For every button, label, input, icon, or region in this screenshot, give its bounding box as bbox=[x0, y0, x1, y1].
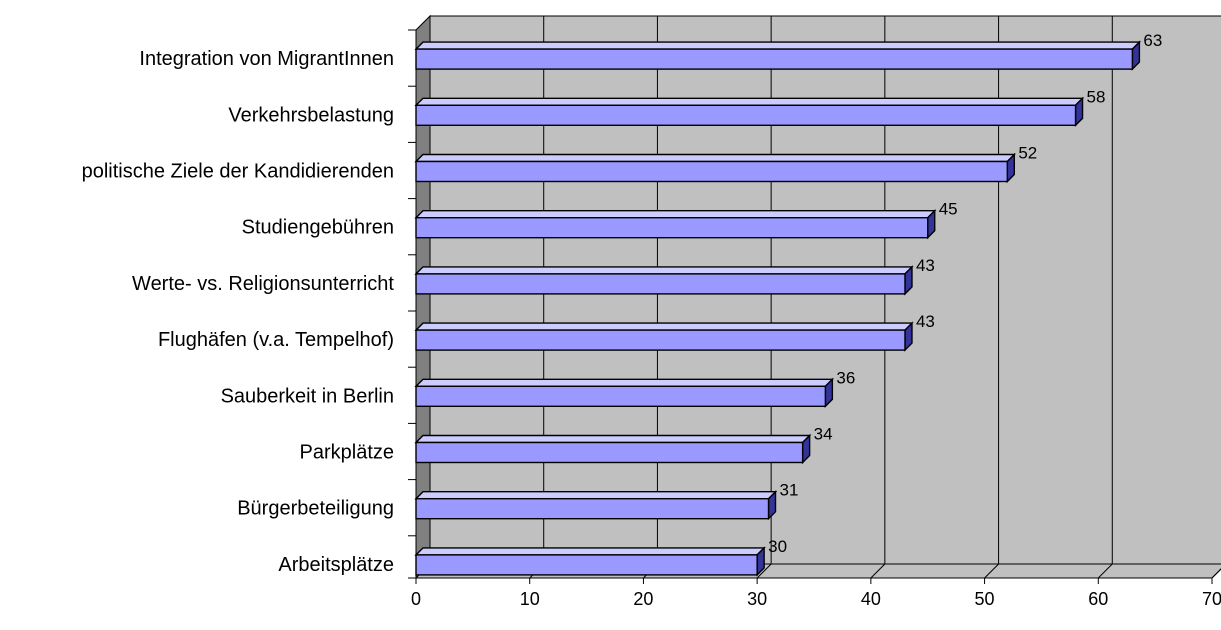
bar-top-face bbox=[414, 547, 766, 556]
category-label: Integration von MigrantInnen bbox=[139, 48, 394, 70]
data-label: 31 bbox=[780, 481, 799, 500]
bar bbox=[414, 152, 1017, 184]
category-label: Werte- vs. Religionsunterricht bbox=[132, 273, 394, 295]
data-label: 43 bbox=[916, 256, 935, 275]
bar-top-face bbox=[414, 378, 835, 387]
x-tick-label: 30 bbox=[747, 589, 767, 609]
floor-gridline bbox=[1097, 563, 1113, 579]
data-label: 63 bbox=[1143, 31, 1162, 50]
floor-gridline bbox=[756, 563, 772, 579]
x-tick-label: 40 bbox=[861, 589, 881, 609]
bar-front-face bbox=[415, 554, 758, 576]
category-label: Verkehrsbelastung bbox=[228, 104, 394, 126]
bar-front-face bbox=[415, 441, 804, 464]
bars bbox=[414, 40, 1142, 577]
category-label: Bürgerbeteiligung bbox=[237, 498, 394, 520]
bar bbox=[414, 209, 937, 240]
bar-front-face bbox=[415, 329, 906, 351]
category-labels: Integration von MigrantInnen Verkehrsbela… bbox=[82, 29, 416, 579]
bar bbox=[414, 265, 914, 296]
bar-front-face bbox=[415, 385, 827, 407]
floor-gridline bbox=[984, 563, 999, 579]
bar-top-face bbox=[414, 209, 937, 219]
floor-gridline bbox=[1211, 568, 1221, 579]
bar-front-face bbox=[415, 48, 1134, 70]
bar bbox=[414, 490, 778, 521]
x-tick-label: 70 bbox=[1202, 589, 1221, 609]
bar bbox=[414, 377, 835, 408]
bar-top-face bbox=[414, 266, 914, 275]
bar-front-face bbox=[415, 498, 770, 520]
category-label: Flughäfen (v.a. Tempelhof) bbox=[158, 329, 394, 351]
x-tick-label: 20 bbox=[633, 589, 653, 609]
data-label: 30 bbox=[768, 537, 787, 556]
bar bbox=[414, 96, 1085, 127]
x-tick-label: 60 bbox=[1088, 589, 1108, 609]
data-label: 58 bbox=[1087, 87, 1106, 106]
category-label: Sauberkeit in Berlin bbox=[221, 385, 394, 407]
data-label: 52 bbox=[1018, 144, 1037, 163]
x-tick-label: 0 bbox=[411, 589, 421, 609]
x-tick-label: 10 bbox=[520, 589, 540, 609]
bar-top-face bbox=[414, 97, 1085, 107]
data-label: 34 bbox=[814, 425, 833, 444]
value-labels: 63 58 52 45 43 43 36 34 31 30 bbox=[768, 31, 1162, 556]
bar-top-face bbox=[414, 322, 914, 331]
bar-top-face bbox=[414, 434, 812, 444]
x-tick-label: 50 bbox=[975, 589, 995, 609]
bar-top-face bbox=[414, 41, 1142, 50]
bar bbox=[414, 40, 1142, 71]
bar-top-face bbox=[414, 153, 1017, 163]
bar-front-face bbox=[415, 104, 1077, 127]
x-axis: 0 10 20 30 40 50 60 70 bbox=[411, 577, 1221, 609]
category-label: Parkplätze bbox=[300, 442, 395, 464]
category-label: Arbeitsplätze bbox=[278, 554, 394, 576]
data-label: 36 bbox=[836, 368, 855, 387]
bar-front-face bbox=[415, 216, 929, 239]
category-label: Studiengebühren bbox=[242, 217, 394, 239]
bar-top-face bbox=[414, 491, 778, 500]
floor-gridline bbox=[870, 563, 886, 579]
category-label: politische Ziele der Kandidierenden bbox=[82, 161, 394, 183]
data-label: 43 bbox=[916, 312, 935, 331]
data-label: 45 bbox=[939, 200, 958, 219]
bar-front-face bbox=[415, 160, 1009, 183]
bar-front-face bbox=[415, 273, 906, 295]
bar bbox=[414, 546, 766, 577]
bar bbox=[414, 433, 812, 465]
bar bbox=[414, 321, 914, 352]
